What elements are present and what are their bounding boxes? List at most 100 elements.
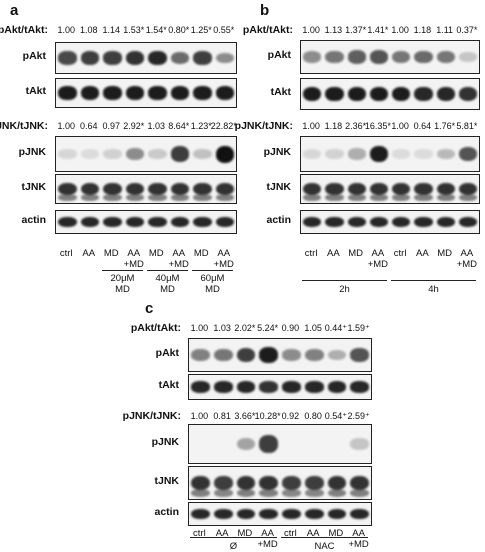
blot-band <box>304 488 324 497</box>
lane-label: ctrl <box>304 248 318 259</box>
blot-takt <box>188 374 372 400</box>
pakt-takt-ratio-value: 1.54* <box>145 25 167 35</box>
pjnk-tjnk-ratio-value: 10.28* <box>254 411 281 421</box>
pakt-takt-ratio-label: pAkt/tAkt: <box>130 322 181 334</box>
pjnk-tjnk-ratio-value: 2.59⁺ <box>347 411 370 421</box>
pjnk-tjnk-ratio-value: 0.80 <box>304 411 322 421</box>
blot-band <box>236 475 256 491</box>
group-bracket <box>192 270 233 271</box>
blot-band <box>58 194 77 202</box>
blot-band <box>304 508 324 520</box>
blot-band <box>58 51 77 65</box>
blot-band <box>170 146 189 162</box>
blot-band <box>193 51 212 65</box>
blot-band <box>458 87 477 101</box>
blot-band <box>392 149 411 159</box>
group-label: NAC <box>314 541 335 552</box>
blot-band <box>191 488 210 498</box>
blot-band <box>414 50 433 64</box>
blot-band <box>148 86 167 100</box>
blot-band <box>215 194 234 202</box>
blot-band <box>80 182 99 196</box>
lane-label: AA <box>306 528 320 539</box>
blot-band <box>414 149 433 159</box>
blot-band <box>236 437 256 451</box>
pjnk-tjnk-ratio-value: 1.03 <box>147 121 166 131</box>
lane-label: AA +MD <box>213 248 234 270</box>
pakt-takt-ratio-value: 1.25* <box>190 25 212 35</box>
blot-band <box>170 216 189 228</box>
blot-band <box>259 347 278 363</box>
blot-band <box>327 475 347 491</box>
blot-band <box>458 52 477 62</box>
pjnk-tjnk-ratio-value: 0.64 <box>79 121 98 131</box>
blot-band <box>347 148 366 160</box>
blot-band <box>191 349 210 361</box>
blot-band <box>303 86 322 102</box>
pakt-takt-ratio-value: 1.08 <box>79 25 98 35</box>
blot-band <box>103 149 122 159</box>
pjnk-tjnk-ratio-value: 5.81* <box>456 121 478 131</box>
lane-label: MD <box>193 248 209 259</box>
blot-band <box>350 488 369 498</box>
lane-label: MD <box>103 248 119 259</box>
pakt-takt-ratio-value: 1.00 <box>302 25 320 35</box>
blot-band <box>213 348 233 362</box>
pakt-takt-ratio-value: 0.80* <box>168 25 190 35</box>
pjnk-tjnk-ratio-value: 16.35* <box>364 121 391 131</box>
blot-band <box>350 475 369 491</box>
pakt-takt-ratio-value: 1.00 <box>190 323 209 333</box>
blot-band <box>148 148 167 159</box>
blot-row-label: pJNK <box>263 146 291 158</box>
blot-band <box>347 86 366 102</box>
blot-band <box>350 348 369 362</box>
group-bracket <box>102 270 143 271</box>
blot-row-label: pAkt <box>155 347 179 359</box>
pakt-takt-ratio-value: 1.41* <box>367 25 389 35</box>
pjnk-tjnk-ratio-label: pJNK/tJNK: <box>234 120 293 132</box>
pjnk-tjnk-ratio-value: 3.66* <box>234 411 256 421</box>
group-label: 2h <box>339 284 350 295</box>
lane-label: AA <box>416 248 429 259</box>
pjnk-tjnk-ratio-value: 0.97 <box>102 121 121 131</box>
blot-band <box>259 508 278 520</box>
blot-band <box>369 145 388 163</box>
blot-band <box>125 182 144 196</box>
pjnk-tjnk-ratio-label: pJNK/tJNK: <box>122 410 181 422</box>
blot-band <box>170 52 189 64</box>
blot-band <box>369 182 388 196</box>
blot-band <box>282 381 301 393</box>
blot-band <box>304 349 324 361</box>
blot-band <box>347 50 366 64</box>
blot-band <box>369 86 388 102</box>
blot-band <box>103 182 122 196</box>
lane-label: ctrl <box>193 528 206 539</box>
blot-row-label: pAkt <box>267 49 291 61</box>
pakt-takt-ratio-value: 1.05 <box>304 323 322 333</box>
blot-band <box>148 194 167 202</box>
blot-row-label: actin <box>266 214 291 226</box>
blot-band <box>215 216 234 228</box>
blot-actin <box>55 210 237 234</box>
pjnk-tjnk-ratio-value: 2.36* <box>345 121 367 131</box>
blot-band <box>327 488 347 498</box>
group-bracket <box>391 280 476 281</box>
lane-label: AA <box>82 248 96 259</box>
pakt-takt-ratio-value: 1.00 <box>57 25 76 35</box>
blot-band <box>148 216 167 228</box>
blot-band <box>369 50 388 64</box>
blot-band <box>213 488 233 497</box>
blot-row-label: tJNK <box>266 181 291 193</box>
blot-band <box>458 194 477 202</box>
blot-band <box>103 51 122 65</box>
blot-row-label: tAkt <box>158 379 179 391</box>
blot-band <box>213 475 233 491</box>
pakt-takt-ratio-value: 1.13 <box>324 25 343 35</box>
blot-band <box>347 194 366 202</box>
group-label: 20μM MD <box>110 273 135 295</box>
blot-band <box>125 216 144 228</box>
blot-band <box>193 86 212 100</box>
blot-row-label: pJNK <box>151 436 179 448</box>
lane-label: AA +MD <box>348 528 369 550</box>
blot-band <box>213 381 233 393</box>
